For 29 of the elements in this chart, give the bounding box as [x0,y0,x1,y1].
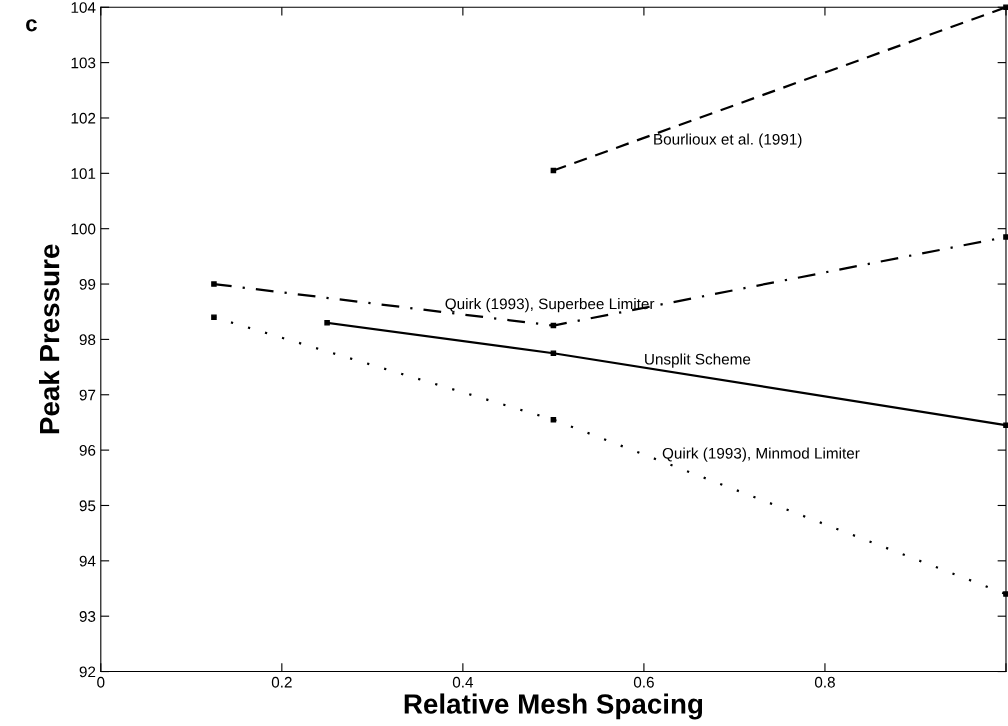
x-tick-label: 0 [97,676,105,688]
y-tick-label: 96 [79,444,96,456]
y-tick-label: 99 [79,278,96,290]
x-tick-label: 0.4 [452,676,474,688]
point [550,350,557,357]
x-axis-title: Relative Mesh Spacing [404,693,703,720]
y-tick-label: 100 [71,223,96,235]
annotation: Quirk (1993), Superbee Limiter [445,298,655,313]
annotation: Unsplit Scheme [645,353,751,368]
y-tick-label: 101 [71,168,96,180]
annotation: Quirk (1993), Minmod Limiter [662,447,860,462]
x-tick-label: 0.8 [814,676,835,688]
y-tick-label: 92 [79,666,96,678]
x-tick-label: 0.6 [633,676,654,688]
y-tick-label: 102 [71,112,96,124]
point [211,314,217,321]
x-tick-label: 0.2 [271,676,292,688]
y-tick-label: 104 [71,2,96,13]
text: c [26,19,37,32]
y-tick-label: 97 [79,389,96,401]
y-tick-label: 93 [79,611,96,622]
y-tick-label: 94 [79,555,96,567]
y-axis-title: Peak Pressure [39,244,60,434]
annotation: Bourlioux et al. (1991) [654,133,802,148]
y-tick-label: 103 [71,57,96,69]
y-tick-label: 98 [79,334,96,346]
point [211,281,217,287]
y-tick-label: 95 [79,500,96,512]
point [324,320,330,326]
